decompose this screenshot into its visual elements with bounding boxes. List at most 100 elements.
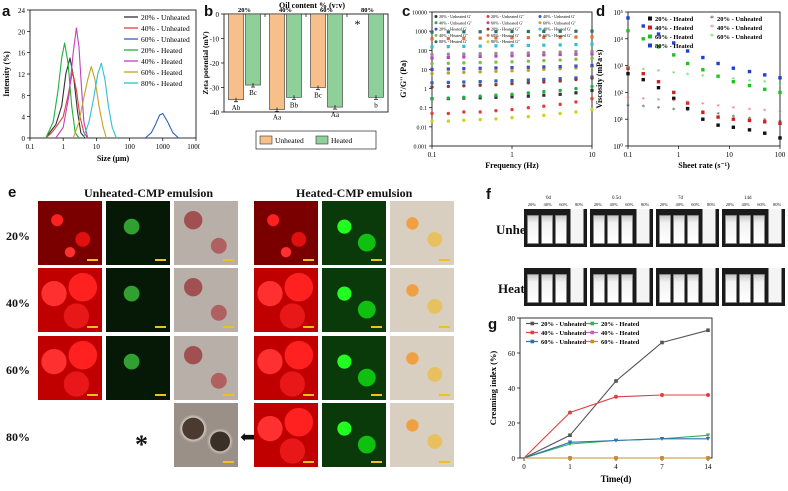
- data-point: [462, 80, 466, 84]
- legend-entry: 20% - Heated: [141, 46, 182, 55]
- vial-photo: [656, 268, 719, 306]
- data-point: [574, 91, 578, 95]
- legend-entry: Heated: [331, 136, 352, 145]
- oil-label: 80%: [773, 202, 782, 207]
- data-point: [763, 87, 767, 92]
- y-axis-label: G'/G'' (Pa): [399, 60, 408, 98]
- data-point: *: [701, 73, 705, 81]
- data-point: [494, 44, 498, 48]
- y-tick-label: 80: [508, 315, 516, 323]
- data-point: [558, 35, 562, 39]
- data-point: [614, 456, 618, 460]
- data-point: [763, 131, 767, 135]
- micrograph-tile: [38, 268, 102, 332]
- data-point: [574, 49, 578, 54]
- day-label: 14d: [744, 196, 752, 201]
- data-point: [672, 53, 676, 57]
- scale-bar: [223, 259, 234, 261]
- oil-label: 40%: [675, 202, 684, 207]
- micrograph-tile: [38, 336, 102, 400]
- legend-entry: 80% - Heated G': [439, 39, 467, 44]
- series-line: [72, 65, 107, 139]
- data-point: [542, 93, 546, 97]
- legend-marker: [434, 21, 438, 25]
- x-tick-label: 0: [522, 463, 526, 471]
- data-point: [672, 96, 676, 101]
- legend-entry: 80% - Heated G'': [491, 39, 520, 44]
- data-point: [542, 58, 546, 63]
- legend-entry: 40% - Heated: [655, 25, 694, 32]
- row-label-40: 40%: [6, 296, 30, 310]
- scale-bar: [439, 326, 450, 328]
- vial: [621, 215, 633, 244]
- data-point: [590, 42, 594, 46]
- data-point: [446, 36, 450, 41]
- bar: [228, 13, 244, 101]
- data-point: [494, 69, 498, 73]
- data-point: [763, 120, 767, 124]
- x-tick-label: 100: [775, 151, 786, 159]
- data-point: [462, 52, 466, 56]
- data-point: [510, 81, 514, 86]
- y-tick-label: 12: [18, 71, 26, 79]
- panel-c-letter: c: [402, 3, 411, 20]
- data-point: [478, 44, 482, 48]
- data-point: [542, 50, 546, 55]
- data-point: [478, 60, 482, 65]
- micrograph-tile: [106, 201, 170, 265]
- legend-swatch: [315, 135, 329, 145]
- data-point: [430, 61, 434, 66]
- legend-entry: 60% - Heated: [141, 68, 182, 77]
- data-point: [446, 61, 451, 65]
- legend-entry: 40% - Heated G'': [439, 33, 468, 38]
- data-point: [574, 100, 578, 104]
- data-point: [430, 119, 434, 123]
- data-point: [478, 110, 482, 114]
- y-tick-label: 24: [18, 7, 26, 15]
- data-point: [568, 456, 572, 460]
- x-axis-label: Frequency (Hz): [485, 161, 539, 170]
- data-point: [685, 49, 690, 53]
- bar: [286, 13, 302, 98]
- oil-labels: 20% 40% 60% 80%: [590, 202, 653, 207]
- vial: [636, 268, 650, 303]
- legend-marker: [434, 15, 438, 18]
- scale-bar: [223, 326, 234, 328]
- data-point: [446, 119, 451, 123]
- data-point: [747, 118, 752, 123]
- y-tick-label: 10⁴: [614, 36, 624, 44]
- legend-entry: 60% - Heated G': [491, 33, 519, 38]
- oil-label: 20%: [725, 202, 734, 207]
- legend-entry: 60% - Heated: [601, 339, 640, 346]
- vial: [636, 209, 650, 244]
- data-point: *: [657, 97, 661, 105]
- data-point: [526, 114, 531, 119]
- data-point: [510, 44, 514, 48]
- y-tick-label: 4: [22, 114, 26, 122]
- data-point: [430, 71, 434, 76]
- y-axis-label: Zeta potential (mV): [201, 31, 210, 95]
- data-point: [478, 94, 482, 98]
- data-point: [462, 70, 466, 75]
- data-point: [574, 110, 578, 114]
- data-point: [590, 84, 594, 89]
- data-point: [526, 81, 531, 85]
- data-point: [590, 56, 594, 61]
- scale-bar: [371, 259, 382, 261]
- scale-bar: [303, 394, 314, 396]
- scale-bar: [371, 394, 382, 396]
- legend-entry: 20% - Heated G'': [491, 27, 520, 32]
- data-point: [446, 71, 451, 75]
- legend-entry: Unheated: [275, 136, 304, 145]
- micrograph-tile: [322, 201, 386, 265]
- category-label: 80%: [361, 7, 374, 14]
- legend-entry: 20% - Unheated G'': [491, 14, 524, 19]
- y-tick-label: 0: [22, 135, 26, 143]
- data-point: [462, 30, 466, 34]
- data-point: [641, 71, 645, 76]
- vial: [687, 274, 699, 303]
- data-point: *: [716, 103, 720, 111]
- data-point: [526, 68, 531, 73]
- data-point: [747, 128, 752, 132]
- significance-label: b: [374, 101, 378, 109]
